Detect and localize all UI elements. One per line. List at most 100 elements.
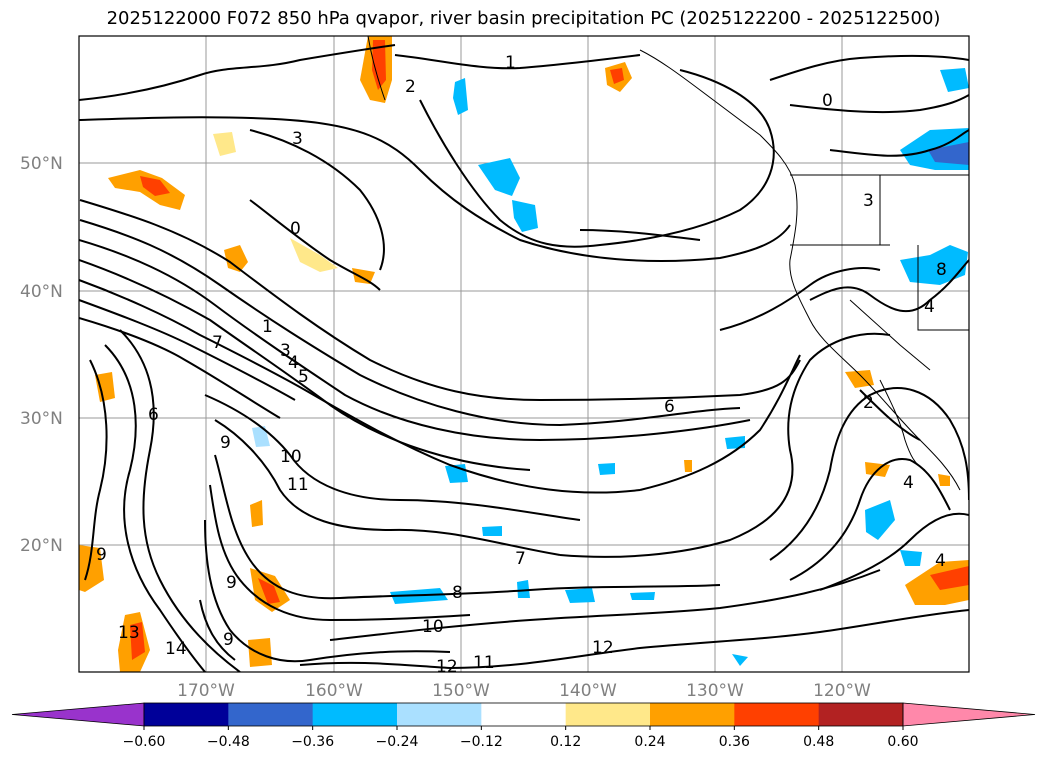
colorbar-tick-label: −0.60 bbox=[123, 734, 166, 750]
latitude-labels: 50°N 40°N 30°N 20°N bbox=[20, 154, 63, 556]
contour-line bbox=[829, 129, 969, 157]
contour-line bbox=[859, 389, 921, 441]
contour-label: 11 bbox=[473, 653, 495, 673]
precip-patch bbox=[610, 68, 624, 84]
contour-label: 10 bbox=[280, 447, 302, 467]
colorbar-tick-label: −0.48 bbox=[207, 734, 250, 750]
contour-label: 11 bbox=[287, 475, 309, 495]
lat-label: 30°N bbox=[20, 409, 63, 429]
map-background bbox=[79, 36, 969, 672]
coastlines bbox=[367, 36, 969, 491]
lat-label: 40°N bbox=[20, 282, 63, 302]
precip-patch bbox=[482, 526, 502, 536]
lon-label: 170°W bbox=[177, 681, 235, 701]
colorbar bbox=[11, 702, 1036, 727]
precip-patch bbox=[928, 142, 969, 165]
precip-patch bbox=[865, 500, 895, 540]
contour-label: 7 bbox=[515, 549, 526, 569]
aleutian-coast bbox=[367, 36, 386, 101]
contour-label: 13 bbox=[118, 623, 140, 643]
lat-label: 20°N bbox=[20, 536, 63, 556]
precip-patch bbox=[598, 463, 615, 475]
contour-line bbox=[79, 317, 281, 419]
map-frame bbox=[78, 35, 970, 673]
colorbar-extend-low bbox=[11, 702, 145, 727]
contour-label: 4 bbox=[935, 551, 946, 571]
contour-line bbox=[789, 94, 969, 114]
contour-line bbox=[119, 329, 241, 672]
colorbar-segment bbox=[650, 703, 735, 726]
contour-label: 7 bbox=[212, 333, 223, 353]
contour-line bbox=[299, 609, 969, 670]
contour-label: 1 bbox=[505, 53, 516, 73]
contour-label: 9 bbox=[223, 630, 234, 650]
precip-patch bbox=[248, 638, 272, 667]
precip-patch bbox=[900, 550, 922, 566]
precip-patch bbox=[453, 78, 468, 115]
precip-patch bbox=[213, 132, 236, 156]
colorbar-labels: −0.60 −0.48 −0.36 −0.24 −0.12 0.12 0.24 0.36 0.4… bbox=[123, 726, 919, 750]
precip-patch bbox=[108, 170, 185, 210]
border-state bbox=[790, 175, 969, 331]
precip-patch bbox=[290, 238, 338, 272]
lat-label: 50°N bbox=[20, 154, 63, 174]
contour-line bbox=[84, 359, 108, 581]
contour-line bbox=[79, 199, 801, 402]
colorbar-tick-label: −0.12 bbox=[460, 734, 503, 750]
contour-line bbox=[79, 219, 741, 427]
contour-label: 8 bbox=[452, 583, 463, 603]
contour-line bbox=[559, 332, 891, 558]
border-state bbox=[849, 299, 931, 371]
contour-line bbox=[769, 54, 969, 81]
contour-label: 1 bbox=[262, 317, 273, 337]
contour-line bbox=[204, 519, 451, 663]
contour-line bbox=[79, 299, 296, 401]
precip-patch bbox=[565, 588, 595, 603]
contour-line bbox=[104, 344, 206, 672]
contour-line bbox=[214, 454, 721, 600]
colorbar-segment bbox=[565, 703, 651, 726]
colorbar-tick-label: −0.24 bbox=[376, 734, 419, 750]
contour-label: 3 bbox=[280, 341, 291, 361]
colorbar-tick-label: 0.12 bbox=[550, 734, 581, 750]
precip-patch bbox=[95, 372, 115, 402]
precip-patch bbox=[130, 622, 145, 660]
contour-label: 0 bbox=[290, 219, 301, 239]
contour-labels: 1 2 3 0 1 3 4 5 6 7 8 9 10 11 12 13 14 1… bbox=[96, 53, 947, 673]
contour-line bbox=[79, 259, 531, 471]
contour-line bbox=[419, 69, 775, 248]
contour-line bbox=[79, 116, 791, 262]
colorbar-tick-label: −0.36 bbox=[291, 734, 334, 750]
precip-patch bbox=[140, 176, 170, 196]
contour-line bbox=[249, 129, 385, 271]
contour-label: 3 bbox=[292, 129, 303, 149]
contour-label: 9 bbox=[96, 545, 107, 565]
colorbar-segment bbox=[312, 703, 398, 726]
lon-label: 130°W bbox=[686, 681, 744, 701]
contour-line bbox=[769, 387, 969, 561]
contour-label: 10 bbox=[422, 617, 444, 637]
contour-line bbox=[199, 599, 236, 661]
colorbar-segment bbox=[144, 703, 229, 726]
contour-line bbox=[204, 394, 581, 521]
colorbar-tick-label: 0.48 bbox=[803, 734, 834, 750]
contour-label: 14 bbox=[165, 639, 187, 659]
precip-patch bbox=[630, 592, 655, 600]
contour-line bbox=[789, 458, 951, 581]
precip-patch bbox=[938, 474, 950, 486]
colorbar-segment bbox=[228, 703, 314, 726]
colorbar-segment bbox=[397, 703, 482, 726]
contour-label: 2 bbox=[405, 77, 416, 97]
contour-line bbox=[79, 279, 641, 494]
precip-patch bbox=[512, 200, 538, 232]
contour-line bbox=[329, 569, 881, 641]
precip-patch bbox=[258, 578, 280, 604]
map-title: 2025122000 F072 850 hPa qvapor, river ba… bbox=[106, 8, 941, 29]
contour-label: 5 bbox=[298, 367, 309, 387]
contour-line bbox=[79, 44, 396, 101]
contour-line bbox=[809, 259, 969, 313]
precip-patch bbox=[372, 40, 386, 90]
precip-patch bbox=[725, 436, 745, 449]
lon-label: 160°W bbox=[305, 681, 363, 701]
